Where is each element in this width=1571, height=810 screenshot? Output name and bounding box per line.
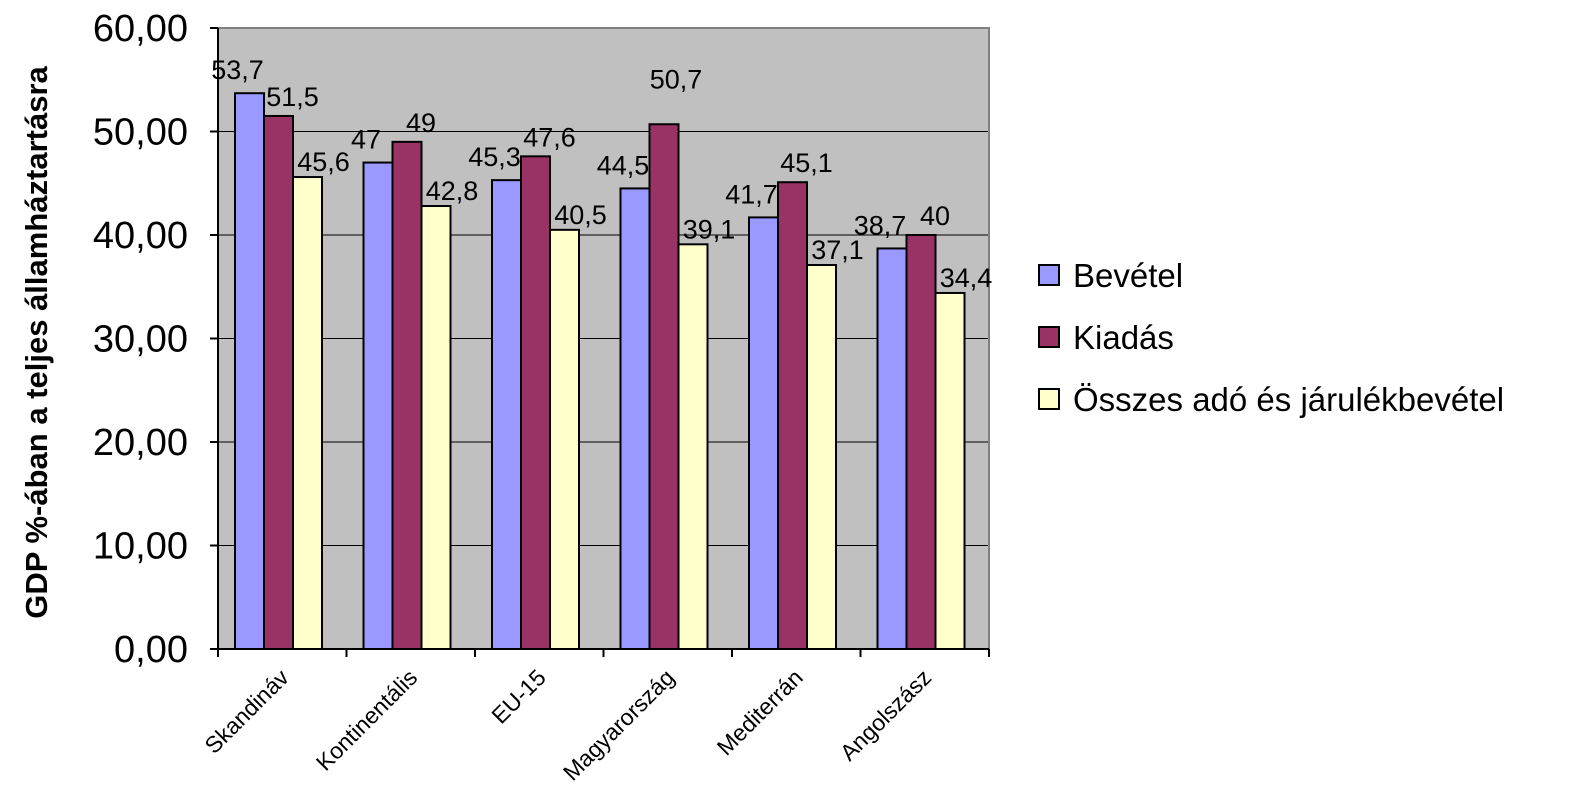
y-axis-title: GDP %-ában a teljes államháztartásra <box>19 65 54 618</box>
legend-label: Kiadás <box>1073 319 1174 356</box>
x-category-label: Skandináv <box>199 664 294 759</box>
y-tick-label: 60,00 <box>93 8 188 50</box>
x-category-label: Mediterrán <box>712 664 808 760</box>
legend-label: Bevétel <box>1073 257 1183 294</box>
data-label: 47,6 <box>523 122 576 152</box>
legend-swatch <box>1038 388 1060 410</box>
plot-area <box>217 27 990 650</box>
data-label: 53,7 <box>211 55 264 85</box>
data-label: 50,7 <box>650 64 703 94</box>
bar-1 <box>876 247 908 651</box>
data-label: 45,6 <box>297 147 350 177</box>
data-label: 40 <box>920 201 950 231</box>
data-labels: 53,751,5 45,647 49 42,8 45,347,6 40,5 44,5 50,7… <box>211 55 992 293</box>
x-category-label: Angolszász <box>835 664 937 766</box>
x-category-label: Kontinentális <box>311 664 423 776</box>
bar-2 <box>648 123 680 650</box>
data-label: 45,3 <box>468 142 521 172</box>
legend-label: Összes adó és járulékbevétel <box>1073 381 1504 418</box>
data-label: 39,1 <box>683 214 736 244</box>
data-label: 49 <box>406 108 436 138</box>
y-tick-label: 50,00 <box>93 112 188 154</box>
data-label: 44,5 <box>597 150 650 180</box>
data-label: 42,8 <box>426 176 479 206</box>
bar-3 <box>806 264 837 650</box>
data-label: 41,7 <box>725 179 778 209</box>
bars <box>234 92 966 651</box>
bar-1 <box>362 161 394 651</box>
bar-3 <box>292 176 323 650</box>
data-label: 45,1 <box>780 148 833 178</box>
bar-1 <box>748 216 779 650</box>
bar-1 <box>234 92 265 650</box>
y-tick-label: 30,00 <box>93 319 188 361</box>
y-tick-label: 10,00 <box>93 526 188 568</box>
data-label: 51,5 <box>266 82 319 112</box>
bar-3 <box>549 228 580 650</box>
y-tick-label: 40,00 <box>93 215 188 257</box>
bar-2 <box>263 114 294 651</box>
legend: Bevétel Kiadás Összes adó és járulékbevéte… <box>1038 257 1504 418</box>
data-label: 40,5 <box>554 200 607 230</box>
legend-swatch <box>1038 264 1060 286</box>
x-category-label: Magyarország <box>558 664 679 785</box>
bar-2 <box>391 140 423 650</box>
x-category-label: EU-15 <box>486 664 550 728</box>
bar-2 <box>777 181 808 650</box>
data-label: 47 <box>351 125 381 155</box>
data-label: 38,7 <box>854 210 907 240</box>
bar-2 <box>905 234 937 650</box>
y-tick-label: 0,00 <box>114 629 188 671</box>
y-tick-label: 20,00 <box>93 422 188 464</box>
bar-3 <box>677 243 709 650</box>
bar-1 <box>619 187 651 651</box>
bar-1 <box>491 179 522 651</box>
bar-3 <box>420 205 452 651</box>
bar-2 <box>520 155 551 650</box>
bar-3 <box>934 291 966 650</box>
data-label: 34,4 <box>940 263 993 293</box>
legend-swatch <box>1038 326 1060 348</box>
data-label: 37,1 <box>811 235 864 265</box>
